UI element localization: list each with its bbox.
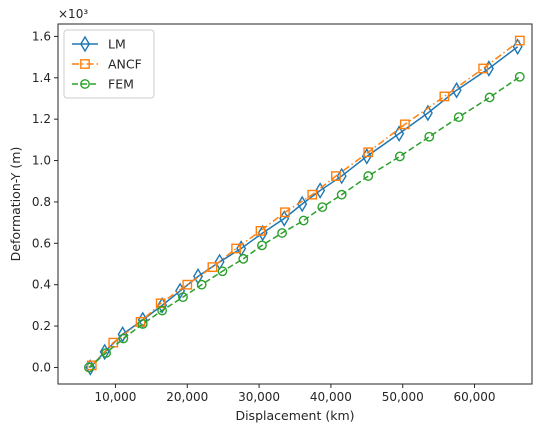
- y-tick-label: 1.0: [32, 154, 51, 168]
- x-tick-label: 40,000: [310, 390, 352, 404]
- x-tick-label: 50,000: [382, 390, 424, 404]
- fem-point: [484, 92, 495, 103]
- ancf-point: [363, 147, 374, 158]
- y-tick-label: 1.2: [32, 112, 51, 126]
- ancf-point: [280, 207, 290, 218]
- series-ancf: [86, 35, 525, 371]
- ancf-point: [155, 298, 166, 309]
- fem-point: [257, 240, 267, 251]
- legend-marker-fem: [80, 79, 90, 89]
- lm-point: [315, 182, 326, 199]
- y-tick-label: 0.0: [32, 360, 51, 374]
- y-tick-label: 0.4: [32, 278, 51, 292]
- ancf-point: [86, 360, 97, 371]
- fem-point: [317, 202, 328, 213]
- ancf-point: [207, 262, 218, 273]
- ancf-point: [478, 63, 489, 74]
- lm-point: [336, 167, 347, 185]
- lm-point: [422, 104, 433, 122]
- fem-point: [238, 253, 249, 264]
- fem-point: [424, 131, 435, 142]
- fem-point: [157, 305, 168, 316]
- ancf-point: [331, 171, 341, 181]
- fem-point: [118, 333, 129, 344]
- y-offset-text: ×10³: [58, 7, 88, 21]
- y-tick-label: 0.2: [32, 319, 51, 333]
- y-axis: 0.0 0.2 0.4 0.6 0.8 1.0 1.2 1.4 1.6: [32, 29, 58, 374]
- legend-label-fem: FEM: [108, 77, 134, 92]
- legend-marker-lm: [79, 35, 91, 53]
- y-tick-label: 0.8: [32, 195, 51, 209]
- ancf-line: [91, 39, 521, 366]
- ancf-point: [182, 279, 193, 290]
- legend-marker-ancf: [80, 59, 90, 69]
- fem-point: [336, 189, 347, 200]
- x-tick-label: 20,000: [166, 390, 208, 404]
- lm-point: [451, 81, 462, 99]
- x-tick-label: 10,000: [94, 390, 136, 404]
- fem-point: [453, 112, 464, 123]
- lm-point: [214, 253, 225, 271]
- series-fem: [83, 71, 525, 373]
- ancf-point: [255, 225, 266, 236]
- legend-label-lm: LM: [108, 37, 126, 52]
- legend-box: [63, 29, 155, 99]
- legend-label-ancf: ANCF: [108, 57, 142, 72]
- fem-point: [298, 215, 309, 226]
- fem-point: [137, 319, 148, 329]
- y-tick-label: 1.4: [32, 71, 51, 85]
- legend: LM ANCF FEM: [63, 29, 155, 99]
- fem-point: [394, 151, 405, 162]
- x-axis: 10,000 20,000 30,000 40,000 50,000 60,000: [94, 384, 496, 404]
- fem-point: [83, 362, 94, 373]
- plot-area: [83, 35, 525, 376]
- fem-point: [217, 266, 228, 277]
- fem-point: [363, 171, 374, 181]
- y-axis-label: Deformation-Y (m): [8, 147, 23, 262]
- ancf-point: [439, 91, 450, 102]
- x-tick-label: 60,000: [454, 390, 496, 404]
- fem-point: [196, 279, 207, 290]
- ancf-point: [231, 243, 242, 254]
- lm-point: [257, 224, 268, 242]
- x-tick-label: 30,000: [238, 390, 280, 404]
- fem-point: [178, 292, 188, 303]
- lm-point: [297, 195, 308, 213]
- lm-point: [394, 125, 405, 143]
- fem-point: [101, 348, 112, 358]
- y-tick-label: 0.6: [32, 236, 51, 250]
- lm-point: [117, 325, 128, 343]
- x-axis-label: Displacement (km): [235, 408, 354, 423]
- axes-frame: [57, 23, 533, 385]
- ancf-point: [399, 119, 410, 130]
- fem-point: [277, 228, 287, 238]
- ancf-point: [307, 189, 318, 200]
- ancf-point: [514, 35, 525, 46]
- fem-point: [514, 71, 525, 82]
- y-tick-label: 1.6: [32, 29, 51, 43]
